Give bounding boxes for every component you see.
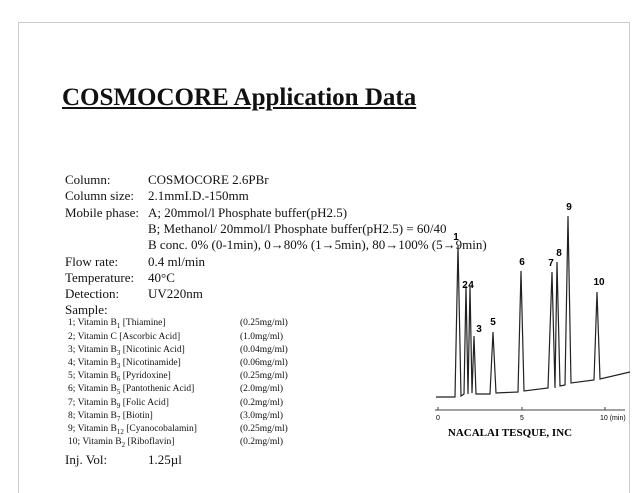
text: 7 xyxy=(116,414,121,423)
condition-value: B; Methanol/ 20mmol/l Phosphate buffer(p… xyxy=(148,220,447,236)
text: 4; Vitamin B xyxy=(68,358,117,368)
peak-label: 7 xyxy=(548,258,554,269)
sample-conc: (0.2mg/ml) xyxy=(240,437,284,448)
text: 10; Vitamin B xyxy=(68,437,122,448)
sample-conc: (1.0mg/ml) xyxy=(240,331,284,342)
text: 6; Vitamin B xyxy=(68,384,117,395)
title: COSMOCORE Application Data xyxy=(62,84,417,111)
text: [Cyanocobalamin] xyxy=(123,424,197,434)
condition-value: B conc. 0% (0-1min), 0→80% (1→5min), 80→… xyxy=(148,237,487,253)
condition-value: 0.4 ml/min xyxy=(148,253,206,269)
sample-name: 9; Vitamin B12 [Cyanocobalamin] xyxy=(68,424,197,436)
text: [Biotin] xyxy=(120,410,153,421)
sample-conc: (0.06mg/ml) xyxy=(240,358,288,368)
sample-name: 1; Vitamin B1 [Thiamine] xyxy=(68,318,165,330)
sample-name: 6; Vitamin B5 [Pantothenic Acid] xyxy=(68,384,194,396)
text: 7; Vitamin B xyxy=(68,397,117,408)
condition-value: COSMOCORE 2.6PBr xyxy=(148,172,269,187)
sample-conc: (0.25mg/ml) xyxy=(240,424,288,434)
text: 5; Vitamin B xyxy=(68,371,117,382)
condition-value: 2.1mmI.D.-150mm xyxy=(148,188,249,204)
peak-label: 2 xyxy=(462,280,468,291)
text: 9; Vitamin B xyxy=(68,424,117,434)
peak-label: 4 xyxy=(468,280,474,291)
text: 1; Vitamin B xyxy=(68,318,117,329)
text: 1 xyxy=(116,322,121,331)
sample-name: 8; Vitamin B7 [Biotin] xyxy=(68,411,153,423)
text: [Pyridoxine] xyxy=(120,371,171,382)
text: 3 xyxy=(116,361,121,370)
text: 3 xyxy=(116,348,121,357)
peak-label: 1 xyxy=(453,232,459,243)
sample-heading: Sample: xyxy=(65,302,108,318)
sample-conc: (0.25mg/ml) xyxy=(240,318,288,329)
text: 2 xyxy=(121,441,126,450)
condition-label: Column: xyxy=(65,172,111,187)
condition-value: 40°C xyxy=(148,269,175,285)
peak-label: 5 xyxy=(490,317,496,328)
text: 5 xyxy=(116,388,121,397)
sample-name: 7; Vitamin B9 [Folic Acid] xyxy=(68,398,169,410)
axis-label: 10 (min) xyxy=(600,415,626,422)
sample-conc: (2.0mg/ml) xyxy=(240,384,284,395)
frame xyxy=(18,22,630,493)
peak-label: 6 xyxy=(519,257,525,268)
peak-label: 3 xyxy=(476,324,482,335)
condition-label: Detection: xyxy=(65,286,120,302)
sample-name: 10; Vitamin B2 [Riboflavin] xyxy=(68,437,174,449)
text: [Nicotinamide] xyxy=(120,358,181,368)
text: 2; Vitamin C [Ascorbic Acid] xyxy=(68,331,181,342)
injection-label: Inj. Vol: xyxy=(65,452,108,468)
condition-value: A; 20mmol/l Phosphate buffer(pH2.5) xyxy=(148,204,348,220)
text: [Thiamine] xyxy=(120,318,166,329)
trace xyxy=(436,215,631,398)
condition-label: Flow rate: xyxy=(65,253,119,269)
condition-label: Column size: xyxy=(65,188,134,204)
company: NACALAI TESQUE, INC xyxy=(448,427,572,439)
text: 9 xyxy=(116,401,121,410)
sample-conc: (0.25mg/ml) xyxy=(240,371,288,382)
text: [Folic Acid] xyxy=(120,397,169,408)
sample-name: 2; Vitamin C [Ascorbic Acid] xyxy=(68,332,180,342)
slide: COSMOCORE Application Data 1 2 4 3 5 6 7 8 9 10 0 5… xyxy=(18,22,631,493)
text: [Riboflavin] xyxy=(125,437,175,448)
axis-label: 5 xyxy=(520,415,524,422)
sample-name: 3; Vitamin B3 [Nicotinic Acid] xyxy=(68,345,185,357)
text: 6 xyxy=(116,375,121,384)
sample-conc: (3.0mg/ml) xyxy=(240,410,284,421)
sample-conc: (0.2mg/ml) xyxy=(240,397,284,408)
text: [Pantothenic Acid] xyxy=(120,384,195,395)
sample-name: 5; Vitamin B6 [Pyridoxine] xyxy=(68,371,171,383)
injection-value: 1.25µl xyxy=(148,452,182,468)
peak-label: 9 xyxy=(566,202,572,213)
sample-conc: (0.04mg/ml) xyxy=(240,344,288,355)
peak-label: 10 xyxy=(593,277,605,288)
text: 3; Vitamin B xyxy=(68,344,117,355)
condition-value: UV220nm xyxy=(148,286,203,302)
text: 12 xyxy=(116,427,124,436)
axis-label: 0 xyxy=(436,415,440,422)
condition-label: Temperature: xyxy=(65,269,135,285)
peak-label: 8 xyxy=(556,248,562,259)
text: [Nicotinic Acid] xyxy=(120,344,185,355)
condition-label: Mobile phase: xyxy=(65,204,140,220)
text: 8; Vitamin B xyxy=(68,410,117,421)
sample-name: 4; Vitamin B3 [Nicotinamide] xyxy=(68,358,181,370)
